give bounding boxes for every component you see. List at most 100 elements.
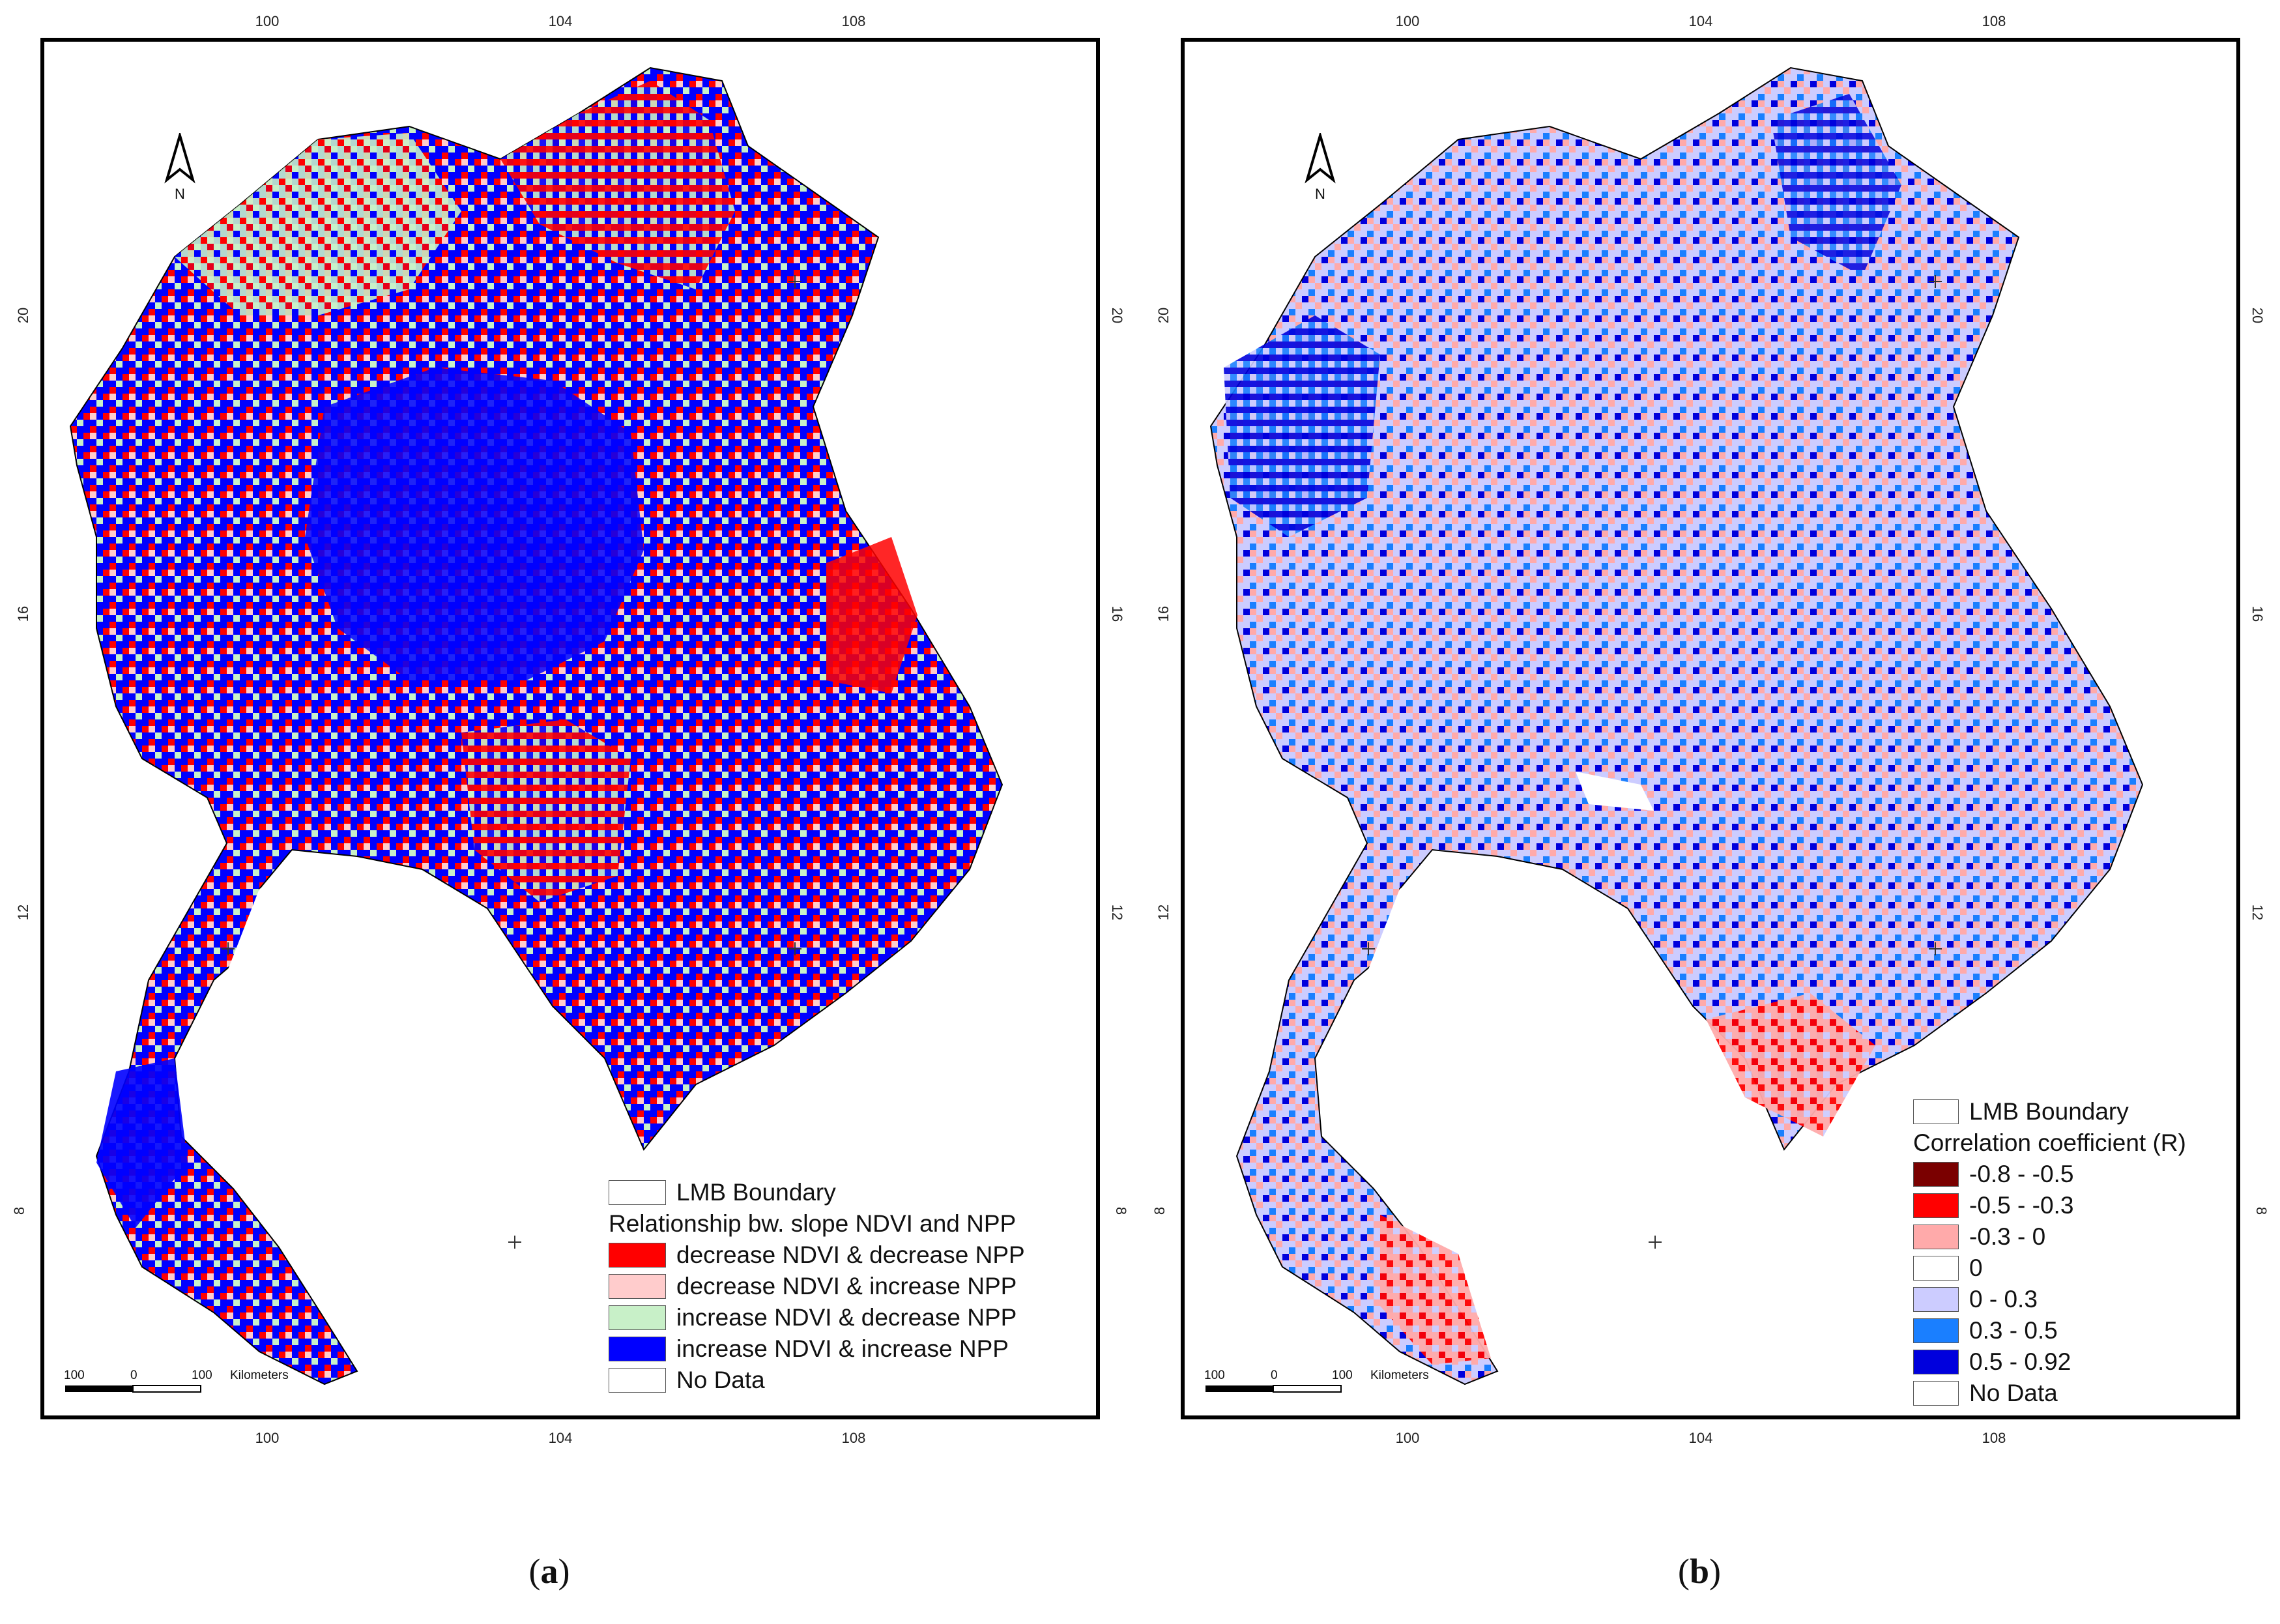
- map-area-b: [1209, 66, 2144, 1385]
- lat-tick-label: 16: [15, 605, 32, 622]
- lon-tick-label: 100: [255, 13, 280, 29]
- legend-class-row: -0.8 - -0.5: [1913, 1159, 2186, 1190]
- lat-tick-label: 16: [1108, 605, 1125, 622]
- scale-bar-graphic: [1205, 1385, 1342, 1393]
- scale-bar: 100 0 100 Kilometers: [1204, 1369, 1478, 1397]
- lat-tick-label: 20: [15, 307, 32, 324]
- legend-swatch: [1913, 1099, 1959, 1124]
- legend-a: LMB Boundary Relationship bw. slope NDVI…: [609, 1177, 1025, 1396]
- lon-tick-label: 100: [1395, 1430, 1420, 1446]
- scale-bar-graphic: [65, 1385, 201, 1393]
- legend-swatch: [609, 1274, 666, 1299]
- legend-swatch: [1913, 1193, 1959, 1218]
- lat-tick-label: 20: [2249, 307, 2266, 324]
- lat-tick-label: 8: [11, 1206, 28, 1215]
- lat-tick-label: 20: [1155, 307, 1172, 324]
- legend-title: Relationship bw. slope NDVI and NPP: [609, 1210, 1017, 1237]
- caption-a: (a): [529, 1551, 570, 1591]
- lat-tick-label: 8: [1151, 1206, 1168, 1215]
- legend-swatch: [1913, 1256, 1959, 1281]
- caption-paren-close: ): [558, 1552, 570, 1591]
- caption-paren-open: (: [1677, 1552, 1690, 1591]
- lon-tick-label: 104: [548, 1430, 573, 1446]
- legend-class-row: -0.5 - -0.3: [1913, 1190, 2186, 1221]
- legend-class-row: 0.5 - 0.92: [1913, 1346, 2186, 1378]
- legend-class-label: -0.3 - 0: [1969, 1223, 2046, 1250]
- north-arrow: N: [1301, 130, 1340, 203]
- scale-label-right: 100: [1332, 1369, 1353, 1382]
- legend-swatch: [1913, 1318, 1959, 1343]
- legend-class-label: 0.5 - 0.92: [1969, 1348, 2071, 1375]
- scale-unit: Kilometers: [1370, 1369, 1429, 1382]
- scale-label-mid: 0: [130, 1369, 137, 1382]
- legend-swatch: [609, 1243, 666, 1268]
- lat-tick-label: 16: [2249, 605, 2266, 622]
- map-area-a: [69, 66, 1003, 1385]
- lon-tick-label: 104: [1688, 13, 1713, 29]
- landmass-b: [1209, 66, 2144, 1385]
- lat-tick-label: 12: [1155, 904, 1172, 921]
- legend-class-row: increase NDVI & increase NPP: [609, 1333, 1025, 1365]
- legend-class-label: -0.8 - -0.5: [1969, 1161, 2074, 1187]
- legend-class-row: 0.3 - 0.5: [1913, 1315, 2186, 1346]
- legend-class-label: 0: [1969, 1254, 1983, 1281]
- legend-boundary-row: LMB Boundary: [1913, 1096, 2186, 1127]
- legend-class-row: decrease NDVI & decrease NPP: [609, 1240, 1025, 1271]
- legend-swatch: [609, 1305, 666, 1330]
- scale-label-left: 100: [1204, 1369, 1225, 1382]
- lon-tick-label: 104: [548, 13, 573, 29]
- scale-unit: Kilometers: [230, 1369, 289, 1382]
- lon-tick-label: 100: [255, 1430, 280, 1446]
- map-panel-a: 100 104 108 100 104 108 20 16 12 8 20 16…: [11, 13, 1129, 1446]
- legend-class-row: 0 - 0.3: [1913, 1284, 2186, 1315]
- legend-swatch: [609, 1368, 666, 1393]
- lon-tick-label: 108: [1982, 1430, 2006, 1446]
- legend-boundary-row: LMB Boundary: [609, 1177, 1025, 1208]
- map-panel-b: 100 104 108 100 104 108 20 16 12 8 20 16…: [1151, 13, 2270, 1446]
- legend-swatch: [609, 1180, 666, 1205]
- lon-tick-label: 108: [1982, 13, 2006, 29]
- legend-boundary-label: LMB Boundary: [1969, 1098, 2129, 1125]
- legend-swatch: [609, 1337, 666, 1361]
- lat-tick-label: 12: [15, 904, 32, 921]
- legend-class-label: 0.3 - 0.5: [1969, 1317, 2058, 1344]
- north-label: N: [1315, 186, 1325, 202]
- lon-tick-label: 108: [841, 1430, 866, 1446]
- legend-class-row: 0: [1913, 1253, 2186, 1284]
- lon-tick-label: 104: [1688, 1430, 1713, 1446]
- caption-letter: b: [1689, 1552, 1710, 1591]
- lat-tick-label: 8: [2253, 1206, 2270, 1215]
- scale-label-mid: 0: [1271, 1369, 1278, 1382]
- legend-class-row: decrease NDVI & increase NPP: [609, 1271, 1025, 1302]
- scale-label-left: 100: [64, 1369, 85, 1382]
- legend-swatch: [1913, 1350, 1959, 1374]
- lat-tick-label: 20: [1108, 307, 1125, 324]
- lat-tick-label: 8: [1112, 1206, 1129, 1215]
- lon-tick-label: 100: [1395, 13, 1420, 29]
- legend-swatch: [1913, 1162, 1959, 1187]
- legend-title: Correlation coefficient (R): [1913, 1129, 2186, 1156]
- legend-class-label: increase NDVI & decrease NPP: [676, 1304, 1017, 1331]
- legend-b: LMB Boundary Correlation coefficient (R)…: [1913, 1096, 2186, 1409]
- legend-swatch: [1913, 1287, 1959, 1312]
- north-label: N: [175, 186, 185, 202]
- north-arrow: N: [160, 130, 199, 203]
- caption-b: (b): [1678, 1551, 1721, 1591]
- legend-class-row: No Data: [609, 1365, 1025, 1396]
- legend-class-label: -0.5 - -0.3: [1969, 1192, 2074, 1219]
- legend-class-label: No Data: [1969, 1380, 2058, 1406]
- lon-tick-label: 108: [841, 13, 866, 29]
- lat-tick-label: 16: [1155, 605, 1172, 622]
- scale-bar: 100 0 100 Kilometers: [64, 1369, 338, 1397]
- legend-class-label: increase NDVI & increase NPP: [676, 1335, 1009, 1362]
- caption-paren-close: ): [1709, 1552, 1722, 1591]
- legend-boundary-label: LMB Boundary: [676, 1179, 836, 1206]
- legend-class-row: increase NDVI & decrease NPP: [609, 1302, 1025, 1333]
- legend-class-label: decrease NDVI & decrease NPP: [676, 1241, 1025, 1268]
- lat-tick-label: 12: [1108, 904, 1125, 921]
- legend-class-label: 0 - 0.3: [1969, 1286, 2038, 1312]
- scale-label-right: 100: [192, 1369, 212, 1382]
- caption-letter: a: [540, 1552, 558, 1591]
- north-arrow-icon: [1305, 130, 1336, 184]
- legend-class-row: -0.3 - 0: [1913, 1221, 2186, 1253]
